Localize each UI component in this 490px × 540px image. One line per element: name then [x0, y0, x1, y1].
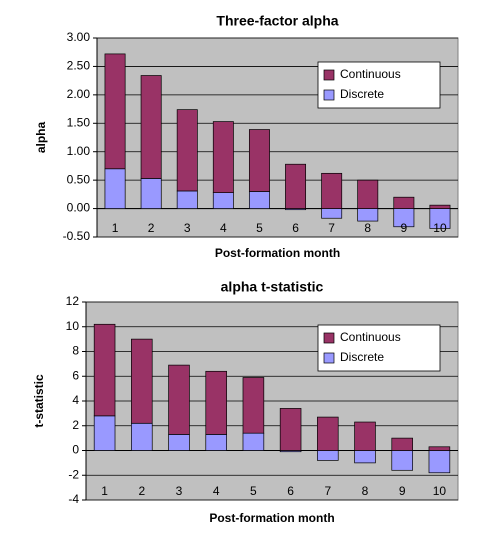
y-tick-label: 8 — [72, 344, 79, 358]
x-tick-label: 4 — [220, 221, 227, 235]
x-tick-label: 10 — [433, 221, 447, 235]
y-tick-label: 0.00 — [67, 201, 91, 215]
y-tick-label: 3.00 — [67, 30, 91, 44]
y-tick-label: -4 — [68, 492, 79, 506]
bar-segment — [168, 434, 190, 451]
legend-swatch — [323, 352, 335, 364]
bar-segment — [248, 191, 270, 209]
x-tick-label: 4 — [213, 484, 220, 498]
bar-segment — [104, 53, 126, 170]
bar-segment — [317, 416, 339, 451]
x-tick-label: 3 — [176, 484, 183, 498]
x-tick-label: 2 — [148, 221, 155, 235]
bar-segment — [104, 168, 126, 209]
x-tick-label: 5 — [256, 221, 263, 235]
x-tick-label: 5 — [250, 484, 257, 498]
x-tick-label: 1 — [112, 221, 119, 235]
bar-segment — [205, 434, 227, 451]
legend-swatch — [323, 69, 335, 81]
y-tick-label: -2 — [68, 467, 79, 481]
x-tick-label: 7 — [328, 221, 335, 235]
bar-segment — [242, 432, 265, 451]
bar-segment — [428, 446, 451, 451]
y-tick-label: 1.50 — [67, 115, 91, 129]
bar-segment — [140, 75, 162, 179]
bar-segment — [242, 377, 265, 434]
bar-segment — [248, 129, 270, 192]
x-tick-label: 6 — [287, 484, 294, 498]
legend-box — [317, 324, 441, 372]
y-tick-label: 6 — [72, 368, 79, 382]
bar-segment — [317, 450, 339, 461]
bar-segment — [391, 450, 413, 471]
x-tick-label: 3 — [184, 221, 191, 235]
bar-segment — [93, 415, 116, 451]
bar-segment — [140, 178, 162, 209]
bar-segment — [176, 190, 198, 209]
bar-segment — [93, 323, 116, 417]
bar-segment — [354, 421, 376, 451]
legend-box — [317, 61, 441, 109]
x-tick-label: 7 — [324, 484, 331, 498]
x-axis-label: Post-formation month — [209, 511, 334, 525]
bar-segment — [357, 208, 379, 222]
bar-segment — [131, 422, 153, 451]
bar-segment — [321, 208, 343, 219]
x-tick-label: 9 — [401, 221, 408, 235]
x-axis-label: Post-formation month — [215, 246, 340, 260]
chart-title: alpha t-statistic — [221, 279, 324, 295]
bar-segment — [393, 196, 415, 209]
bar-segment — [285, 163, 307, 209]
x-tick-label: 6 — [292, 221, 299, 235]
y-tick-label: 0 — [72, 443, 79, 457]
y-axis-label: alpha — [34, 122, 48, 154]
x-tick-label: 9 — [399, 484, 406, 498]
y-tick-label: 2.50 — [67, 59, 91, 73]
bar-segment — [168, 364, 190, 435]
bar-segment — [176, 109, 198, 192]
bar-segment — [205, 370, 227, 435]
y-tick-label: 1.00 — [67, 144, 91, 158]
legend-label: Continuous — [340, 330, 401, 344]
legend-swatch — [323, 89, 335, 101]
bar-segment — [428, 450, 451, 474]
bar-segment — [212, 192, 234, 209]
x-tick-label: 8 — [362, 484, 369, 498]
bar-segment — [131, 338, 153, 424]
y-tick-label: 2 — [72, 418, 79, 432]
x-tick-label: 10 — [433, 484, 447, 498]
y-tick-label: 12 — [66, 294, 80, 308]
bar-segment — [279, 408, 302, 451]
y-tick-label: 10 — [66, 319, 80, 333]
bar-segment — [354, 450, 376, 464]
bar-segment — [429, 204, 451, 209]
y-tick-label: 2.00 — [67, 87, 91, 101]
y-tick-label: 4 — [72, 393, 79, 407]
legend-label: Continuous — [340, 67, 401, 81]
bar-segment — [391, 437, 413, 451]
y-axis-label: t-statistic — [32, 374, 46, 428]
bar-segment — [321, 172, 343, 209]
y-tick-label: 0.50 — [67, 172, 91, 186]
x-tick-label: 1 — [101, 484, 108, 498]
bar-segment — [357, 179, 379, 209]
legend-swatch — [323, 332, 335, 344]
y-tick-label: -0.50 — [63, 229, 91, 243]
chart-title: Three-factor alpha — [216, 13, 338, 29]
x-tick-label: 2 — [138, 484, 145, 498]
x-tick-label: 8 — [364, 221, 371, 235]
legend-label: Discrete — [340, 87, 384, 101]
bar-segment — [212, 121, 234, 194]
legend-label: Discrete — [340, 350, 384, 364]
